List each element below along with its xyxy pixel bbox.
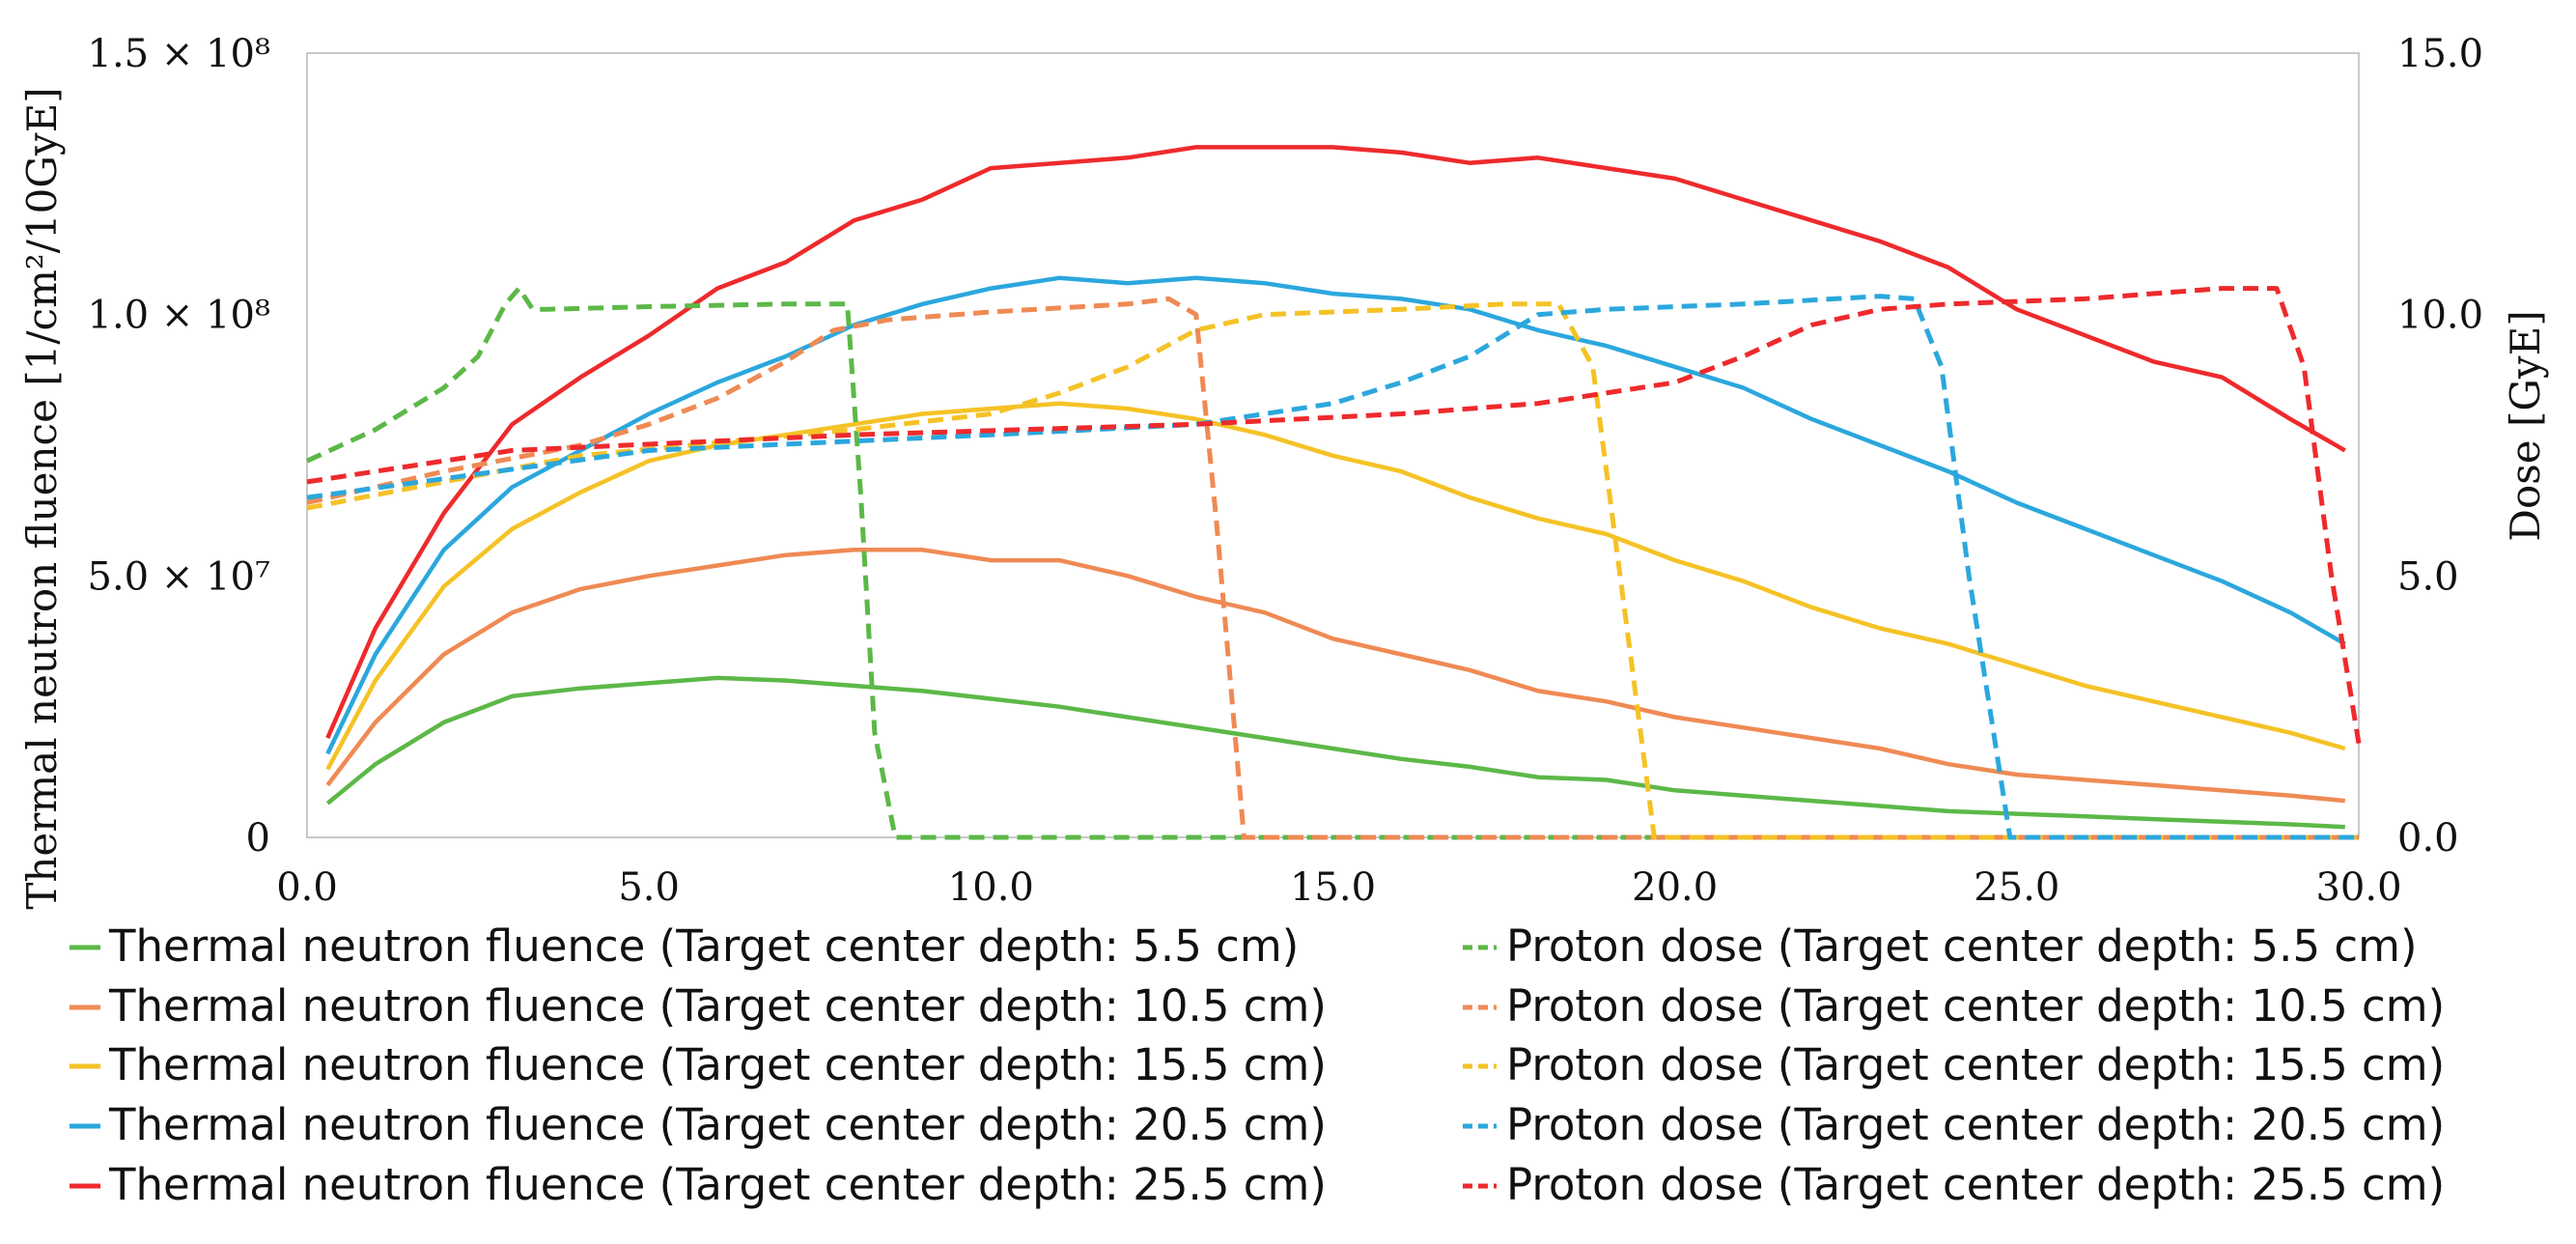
dose-line-2: [306, 296, 2359, 840]
x-tick-label: 30.0: [2315, 865, 2401, 910]
fluence-line-3: [325, 401, 2346, 771]
legend-label-dose: Proton dose (Target center depth: 5.5 cm…: [1506, 920, 2418, 972]
y-left-tick-label: 0: [246, 816, 270, 861]
y-right-axis-title: Dose [GyE]: [2502, 310, 2549, 541]
legend-label-fluence: Thermal neutron fluence (Target center d…: [108, 1039, 1327, 1090]
legend-label-dose: Proton dose (Target center depth: 15.5 c…: [1506, 1039, 2445, 1090]
y-right-tick-label: 15.0: [2397, 32, 2483, 76]
fluence-line-2: [325, 548, 2346, 804]
legend-label-dose: Proton dose (Target center depth: 20.5 c…: [1506, 1099, 2445, 1150]
legend-label-fluence: Thermal neutron fluence (Target center d…: [108, 920, 1299, 972]
legend-label-dose: Proton dose (Target center depth: 25.5 c…: [1506, 1159, 2445, 1210]
y-right-tick-label: 0.0: [2397, 816, 2459, 861]
y-right-tick-label: 5.0: [2397, 554, 2459, 599]
x-tick-label: 5.0: [618, 865, 680, 910]
y-right-tick-label: 10.0: [2397, 294, 2483, 338]
legend-label-dose: Proton dose (Target center depth: 10.5 c…: [1506, 980, 2445, 1032]
plot-frame: [306, 52, 2360, 838]
y-left-tick-label: 5.0 × 10⁷: [88, 554, 271, 599]
y-left-tick-label: 1.5 × 10⁸: [88, 32, 271, 76]
fluence-line-1: [325, 675, 2345, 830]
fluence-line-4: [325, 275, 2346, 755]
legend-label-fluence: Thermal neutron fluence (Target center d…: [108, 980, 1327, 1032]
dose-line-1: [305, 286, 2359, 840]
y-left-tick-label: 1.0 × 10⁸: [88, 294, 271, 338]
legend-label-fluence: Thermal neutron fluence (Target center d…: [108, 1159, 1327, 1210]
y-left-axis-title: Thermal neutron fluence [1/cm²/10GyE]: [18, 87, 66, 909]
x-tick-label: 25.0: [1974, 865, 2059, 910]
x-tick-label: 10.0: [948, 865, 1034, 910]
x-tick-label: 20.0: [1632, 865, 1718, 910]
x-tick-label: 15.0: [1290, 865, 1376, 910]
x-tick-label: 0.0: [276, 865, 338, 910]
dose-line-4: [306, 294, 2359, 840]
legend-label-fluence: Thermal neutron fluence (Target center d…: [108, 1099, 1327, 1150]
dose-line-5: [306, 286, 2362, 745]
fluence-line-5: [325, 145, 2346, 739]
dose-line-3: [306, 301, 2359, 840]
